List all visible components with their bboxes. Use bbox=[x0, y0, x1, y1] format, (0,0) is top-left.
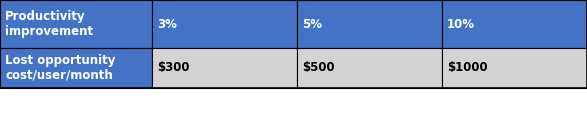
Bar bbox=[442, 0, 587, 48]
Text: Productivity
improvement: Productivity improvement bbox=[5, 10, 93, 38]
Bar bbox=[0, 0, 587, 88]
Text: $300: $300 bbox=[157, 62, 190, 75]
Text: $500: $500 bbox=[302, 62, 335, 75]
Bar bbox=[297, 48, 442, 88]
Text: 3%: 3% bbox=[157, 18, 177, 31]
Text: 5%: 5% bbox=[302, 18, 322, 31]
Bar bbox=[442, 48, 587, 88]
Text: $1000: $1000 bbox=[447, 62, 488, 75]
Text: 10%: 10% bbox=[447, 18, 475, 31]
Bar bbox=[0, 48, 152, 88]
Bar bbox=[152, 0, 297, 48]
Bar bbox=[297, 0, 442, 48]
Bar bbox=[0, 0, 152, 48]
Text: Lost opportunity
cost/user/month: Lost opportunity cost/user/month bbox=[5, 54, 116, 82]
Bar bbox=[152, 48, 297, 88]
